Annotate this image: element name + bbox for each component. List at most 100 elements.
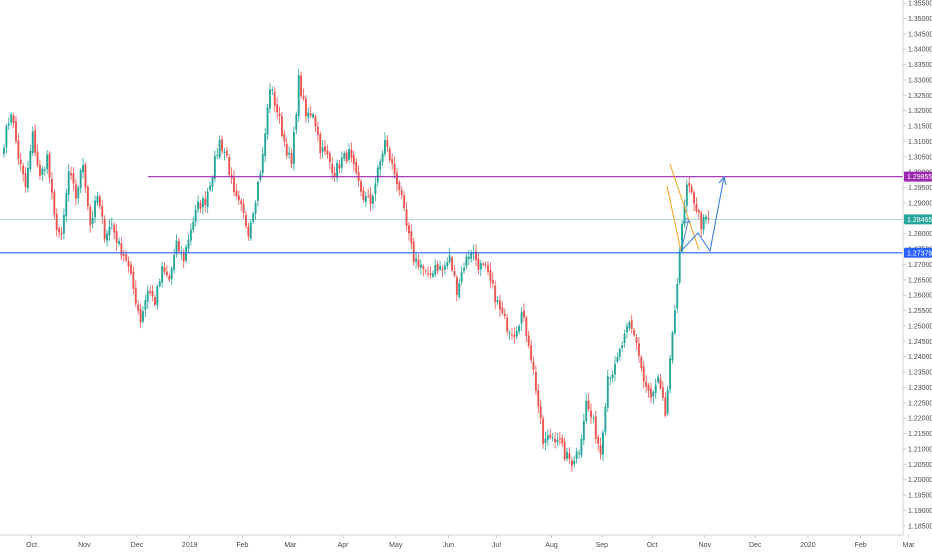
price-tick-label: 1.21500 bbox=[908, 431, 932, 438]
candle-body bbox=[338, 164, 341, 169]
candle-body bbox=[247, 226, 250, 237]
candle-body bbox=[616, 357, 619, 362]
candle-body bbox=[153, 297, 156, 305]
candle-body bbox=[609, 378, 612, 379]
candle-body bbox=[96, 196, 99, 203]
candle-body bbox=[139, 309, 142, 323]
candle-body bbox=[309, 113, 312, 116]
candle-body bbox=[463, 268, 465, 271]
level-price-label: 1.29855 bbox=[907, 174, 932, 181]
candle-body bbox=[477, 258, 480, 270]
candle-body bbox=[209, 185, 212, 190]
candle-body bbox=[290, 153, 293, 165]
time-tick-label: Aug bbox=[545, 542, 558, 549]
candle-body bbox=[333, 172, 336, 177]
candle-body bbox=[300, 75, 303, 97]
candle-body bbox=[29, 151, 32, 170]
candle-body bbox=[79, 170, 82, 189]
candle-body bbox=[15, 121, 17, 142]
candle-body bbox=[384, 139, 386, 155]
level-price-tag[interactable] bbox=[904, 171, 932, 182]
candle-body bbox=[362, 190, 365, 200]
candle-body bbox=[645, 381, 648, 387]
candle-body bbox=[654, 384, 657, 394]
candle-body bbox=[134, 287, 137, 304]
candle-body bbox=[417, 259, 420, 267]
candle-body bbox=[158, 281, 161, 286]
candle-body bbox=[419, 264, 422, 268]
candle-body bbox=[482, 263, 485, 265]
candle-body bbox=[280, 116, 283, 136]
time-axis[interactable]: Oct Nov Dec 2019 Feb Mar Apr May Jun Jul Aug Sep Oct… bbox=[26, 535, 915, 549]
time-tick-label: Feb bbox=[855, 542, 867, 549]
candle-body bbox=[554, 438, 557, 443]
candle-body bbox=[379, 161, 382, 170]
candle-body bbox=[597, 437, 600, 444]
time-tick-label: Nov bbox=[78, 542, 91, 549]
candle-body bbox=[525, 317, 528, 336]
price-axis[interactable]: 1.35500 1.35000 1.34500 1.34000 1.33500 1.330… bbox=[903, 1, 932, 531]
candle-body bbox=[630, 320, 633, 330]
price-tick-label: 1.31000 bbox=[908, 139, 932, 146]
wedge-line[interactable] bbox=[666, 185, 682, 252]
candle-body bbox=[273, 91, 276, 106]
candle-body bbox=[400, 190, 403, 195]
candle-body bbox=[5, 126, 8, 148]
candle-body bbox=[575, 451, 578, 459]
candle-body bbox=[201, 197, 204, 207]
candle-body bbox=[103, 218, 106, 240]
candle-body bbox=[441, 268, 444, 271]
candle-body bbox=[700, 212, 703, 230]
candle-body bbox=[94, 200, 96, 218]
level-price-tag[interactable] bbox=[904, 247, 932, 258]
candle-body bbox=[261, 153, 264, 173]
candle-body bbox=[702, 217, 705, 230]
candle-body bbox=[673, 310, 676, 333]
candle-body bbox=[448, 255, 451, 263]
price-tick-label: 1.29000 bbox=[908, 200, 932, 207]
projection-path[interactable] bbox=[680, 176, 725, 253]
candle-body bbox=[254, 202, 257, 214]
candle-body bbox=[22, 165, 25, 175]
candle-body bbox=[669, 358, 672, 390]
candle-body bbox=[367, 195, 370, 197]
candle-body bbox=[328, 153, 331, 162]
candle-body bbox=[12, 115, 15, 124]
level-price-tag[interactable] bbox=[904, 214, 932, 225]
wedge-line[interactable] bbox=[669, 163, 700, 251]
candle-body bbox=[113, 225, 116, 233]
candle-body bbox=[324, 146, 327, 152]
candle-body bbox=[91, 217, 94, 225]
candle-body bbox=[60, 232, 63, 235]
candle-body bbox=[568, 453, 571, 460]
candle-body bbox=[70, 173, 73, 176]
candle-body bbox=[151, 291, 154, 296]
time-tick-label: Mar bbox=[902, 542, 915, 549]
candle-body bbox=[376, 167, 379, 183]
candle-body bbox=[3, 147, 5, 154]
candle-body bbox=[427, 273, 430, 275]
price-tick-label: 1.35000 bbox=[908, 16, 932, 23]
candle-body bbox=[537, 389, 540, 407]
price-tick-label: 1.23000 bbox=[908, 385, 932, 392]
candle-body bbox=[53, 191, 56, 215]
candle-body bbox=[374, 183, 377, 195]
candle-body bbox=[278, 113, 281, 117]
candle-body bbox=[544, 438, 547, 443]
candle-body bbox=[530, 345, 533, 361]
candle-body bbox=[84, 164, 87, 188]
price-tick-label: 1.26000 bbox=[908, 293, 932, 300]
candle-body bbox=[55, 213, 58, 231]
candle-body bbox=[218, 139, 221, 158]
price-tick-label: 1.21000 bbox=[908, 446, 932, 453]
time-tick-label: 2020 bbox=[800, 542, 816, 549]
candle-body bbox=[350, 149, 353, 158]
candle-body bbox=[108, 226, 111, 236]
candle-body bbox=[513, 334, 516, 337]
candle-body bbox=[336, 162, 338, 178]
candle-body bbox=[149, 290, 152, 293]
candle-body bbox=[599, 444, 602, 455]
level-price-label: 1.27379 bbox=[907, 250, 932, 257]
